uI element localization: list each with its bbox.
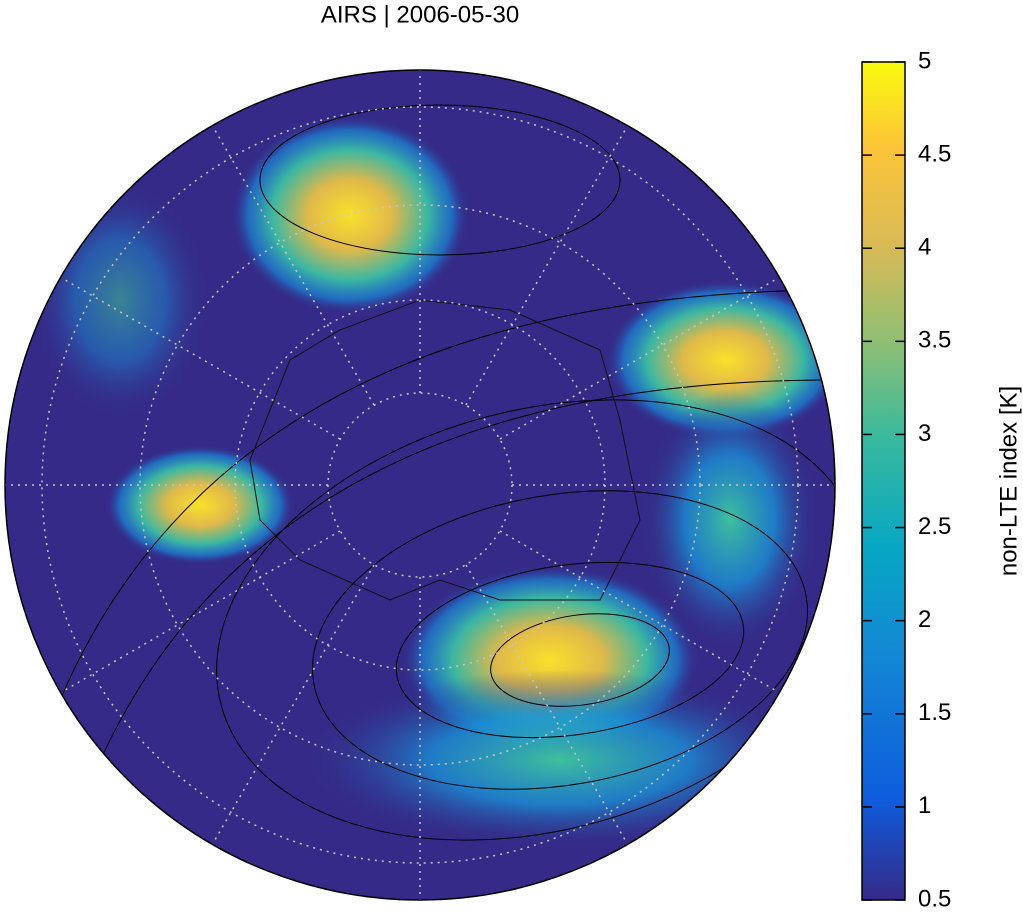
wave-region bbox=[640, 390, 820, 650]
tick-label: 2 bbox=[918, 606, 931, 633]
tick-label: 1 bbox=[918, 792, 931, 819]
map-border bbox=[4, 69, 836, 901]
wave-region bbox=[230, 115, 470, 315]
tick-label: 5 bbox=[918, 47, 931, 74]
wave-region bbox=[605, 280, 835, 440]
map bbox=[5, 70, 835, 900]
tick-label: 2.5 bbox=[918, 513, 951, 540]
tick-label: 4.5 bbox=[918, 140, 951, 167]
colorbar-label: non-LTE index [K] bbox=[995, 386, 1022, 576]
wave-region bbox=[105, 445, 295, 565]
tick-label: 3.5 bbox=[918, 327, 951, 354]
contours bbox=[19, 104, 835, 871]
coastline bbox=[249, 299, 641, 601]
tick-label: 1.5 bbox=[918, 699, 951, 726]
wave-region bbox=[30, 180, 210, 420]
colorbar bbox=[861, 61, 906, 901]
tick-label: 4 bbox=[918, 234, 931, 261]
tick-label: 3 bbox=[918, 420, 931, 447]
title: AIRS | 2006-05-30 bbox=[321, 1, 519, 28]
colorbar-ticks: 0.5 1 1.5 2 2.5 3 3.5 4 4.5 5 bbox=[862, 47, 951, 912]
graticule bbox=[5, 70, 835, 900]
tick-label: 0.5 bbox=[918, 885, 951, 912]
